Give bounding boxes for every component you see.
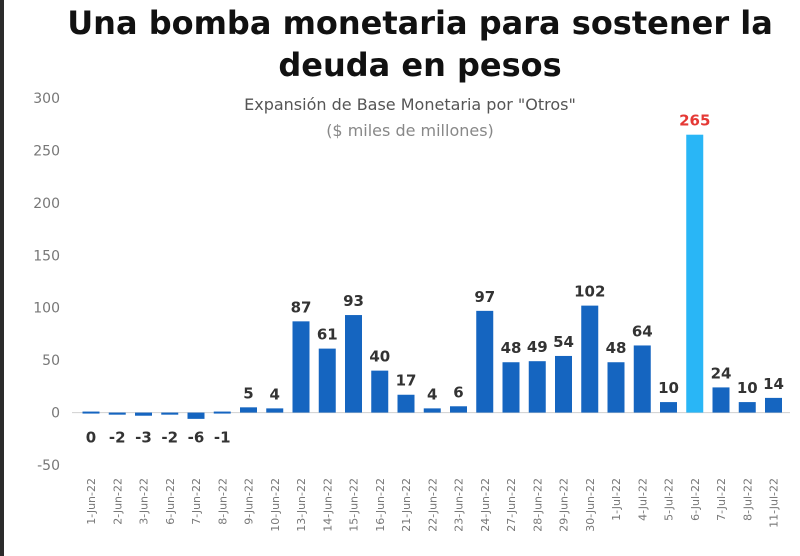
- y-tick-label: -50: [37, 458, 60, 474]
- x-tick-label: 29-Jun-22: [558, 478, 571, 532]
- x-tick-label: 27-Jun-22: [505, 478, 518, 532]
- bar: [476, 310, 494, 413]
- y-tick-label: 50: [42, 353, 60, 369]
- y-tick-label: 0: [51, 406, 60, 422]
- data-label: -1: [214, 429, 231, 447]
- x-tick-label: 6-Jul-22: [689, 478, 702, 521]
- data-label: 54: [553, 333, 574, 351]
- bar: [607, 362, 625, 413]
- x-tick-label: 8-Jun-22: [216, 478, 229, 525]
- x-tick-label: 10-Jun-22: [269, 478, 282, 532]
- data-label: 4: [270, 385, 280, 403]
- bar: [686, 134, 704, 413]
- data-label: -6: [188, 429, 205, 447]
- x-tick-label: 16-Jun-22: [374, 478, 387, 532]
- y-tick-label: 150: [33, 248, 60, 264]
- data-label: 10: [658, 379, 679, 397]
- data-label: -2: [161, 429, 178, 447]
- x-tick-label: 30-Jun-22: [584, 478, 597, 532]
- data-label: -2: [109, 429, 126, 447]
- headline: Una bomba monetaria para sostener la deu…: [67, 4, 773, 84]
- x-tick-label: 14-Jun-22: [321, 478, 334, 532]
- bar: [213, 411, 231, 414]
- bar: [502, 362, 520, 413]
- left-border: [0, 0, 4, 556]
- y-tick-label: 200: [33, 196, 60, 212]
- bar: [555, 355, 572, 413]
- data-label: 5: [243, 384, 253, 402]
- x-tick-label: 5-Jul-22: [663, 478, 676, 521]
- bar: [633, 345, 651, 413]
- data-label: 87: [291, 298, 312, 316]
- x-tick-label: 8-Jul-22: [741, 478, 754, 521]
- x-tick-label: 4-Jul-22: [636, 478, 649, 521]
- x-tick-label: 2-Jun-22: [111, 478, 124, 525]
- x-tick-label: 1-Jul-22: [610, 478, 623, 521]
- x-tick-label: 15-Jun-22: [348, 478, 361, 532]
- data-label: 64: [632, 322, 653, 340]
- bar: [266, 408, 284, 413]
- data-label: 4: [427, 385, 437, 403]
- bar: [345, 315, 362, 413]
- data-label: 40: [369, 348, 390, 366]
- bar: [371, 370, 389, 413]
- x-tick-label: 13-Jun-22: [295, 478, 308, 532]
- x-tick-label: 11-Jul-22: [768, 478, 781, 528]
- data-label: 24: [711, 364, 732, 382]
- bar: [450, 406, 467, 413]
- data-label: 49: [527, 338, 548, 356]
- bar: [108, 412, 126, 415]
- data-label: 93: [343, 292, 364, 310]
- data-label: 48: [606, 339, 627, 357]
- data-label: 61: [317, 326, 338, 344]
- x-tick-label: 7-Jul-22: [715, 478, 728, 521]
- bar: [135, 412, 152, 416]
- data-label: 265: [679, 112, 710, 130]
- bar: [765, 397, 782, 413]
- x-tick-label: 1-Jun-22: [85, 478, 98, 525]
- x-tick-label: 3-Jun-22: [138, 478, 151, 525]
- x-axis: 1-Jun-22 2-Jun-22 3-Jun-22 6-Jun-22 7-Jun-22…: [85, 478, 781, 532]
- bar: [318, 348, 336, 413]
- chart-subtitle: ($ miles de millones): [326, 121, 494, 140]
- bars: [82, 134, 782, 419]
- chart-title: Expansión de Base Monetaria por "Otros": [244, 95, 576, 114]
- data-label: -3: [135, 429, 152, 447]
- bar: [712, 387, 730, 413]
- x-tick-label: 23-Jun-22: [453, 478, 466, 532]
- bar: [292, 321, 310, 413]
- data-label: 6: [453, 383, 463, 401]
- data-label: 48: [501, 339, 522, 357]
- x-tick-label: 9-Jun-22: [243, 478, 256, 525]
- data-label: 14: [763, 375, 784, 393]
- x-tick-label: 21-Jun-22: [400, 478, 413, 532]
- bar: [581, 305, 599, 413]
- x-tick-label: 24-Jun-22: [479, 478, 492, 532]
- bar: [423, 408, 441, 413]
- bar: [738, 402, 756, 413]
- data-label: 17: [396, 372, 417, 390]
- bar: [240, 407, 257, 413]
- x-tick-label: 22-Jun-22: [426, 478, 439, 532]
- bar: [528, 361, 546, 413]
- bar: [660, 402, 677, 413]
- x-tick-label: 7-Jun-22: [190, 478, 203, 525]
- y-tick-label: 250: [33, 143, 60, 159]
- bar: [82, 411, 100, 414]
- x-tick-label: 6-Jun-22: [164, 478, 177, 525]
- y-axis: -50 0 50 100 150 200 250 300: [33, 91, 60, 474]
- bar: [161, 412, 179, 415]
- data-label: 97: [474, 288, 495, 306]
- data-label: 10: [737, 379, 758, 397]
- bar: [187, 412, 205, 419]
- y-tick-label: 300: [33, 91, 60, 107]
- data-label: 102: [574, 283, 605, 301]
- y-tick-label: 100: [33, 301, 60, 317]
- data-label: 0: [86, 429, 96, 447]
- x-tick-label: 28-Jun-22: [531, 478, 544, 532]
- bar: [397, 394, 415, 413]
